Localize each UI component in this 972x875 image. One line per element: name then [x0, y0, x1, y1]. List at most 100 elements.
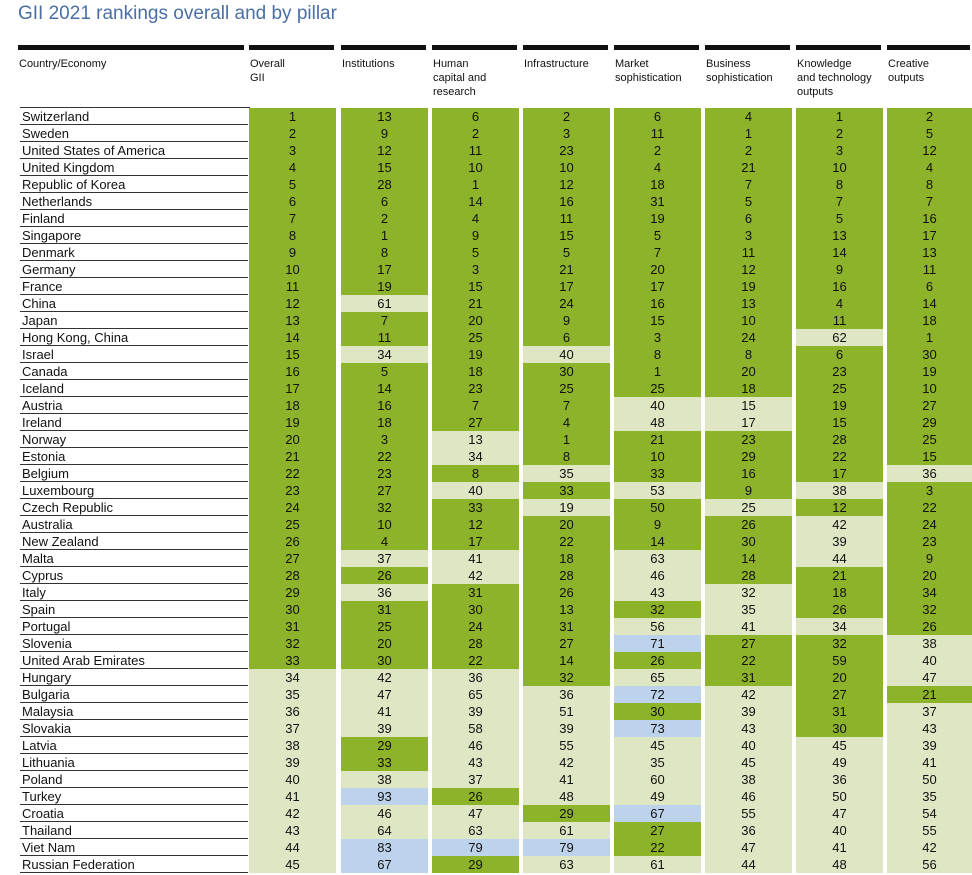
rank-cell: 18 [705, 380, 792, 397]
rank-cell: 79 [523, 839, 610, 856]
rank-cell: 36 [432, 669, 519, 686]
row-country-name: Latvia [20, 737, 248, 754]
rank-cell: 7 [614, 244, 701, 261]
row-country-name: Croatia [20, 805, 248, 822]
rank-cell: 37 [432, 771, 519, 788]
row-country-name: Italy [20, 584, 248, 601]
rank-cell: 9 [796, 261, 883, 278]
rank-cell: 9 [249, 244, 336, 261]
row-country-name: Russian Federation [20, 856, 248, 873]
rank-cell: 67 [341, 856, 428, 873]
row-country-name: Turkey [20, 788, 248, 805]
rank-cell: 36 [341, 584, 428, 601]
rank-cell: 36 [249, 703, 336, 720]
rank-cell: 3 [523, 125, 610, 142]
rank-cell: 12 [523, 176, 610, 193]
rank-cell: 1 [614, 363, 701, 380]
column-header: Infrastructure [524, 58, 589, 70]
rank-cell: 12 [249, 295, 336, 312]
rank-cell: 65 [614, 669, 701, 686]
rank-cell: 41 [432, 550, 519, 567]
rank-cell: 25 [887, 431, 972, 448]
rank-cell: 47 [705, 839, 792, 856]
rank-cell: 1 [887, 329, 972, 346]
rank-cell: 19 [614, 210, 701, 227]
rank-cell: 43 [432, 754, 519, 771]
rank-cell: 35 [523, 465, 610, 482]
rank-cell: 28 [523, 567, 610, 584]
rank-cell: 10 [341, 516, 428, 533]
header-rule [523, 45, 608, 50]
rank-cell: 32 [523, 669, 610, 686]
rank-cell: 4 [887, 159, 972, 176]
rank-cell: 13 [796, 227, 883, 244]
rank-cell: 4 [249, 159, 336, 176]
rank-cell: 13 [887, 244, 972, 261]
row-country-name: Luxembourg [20, 482, 248, 499]
rank-cell: 2 [796, 125, 883, 142]
rank-cell: 13 [249, 312, 336, 329]
rank-cell: 3 [705, 227, 792, 244]
rank-cell: 24 [705, 329, 792, 346]
rank-cell: 32 [614, 601, 701, 618]
rank-cell: 14 [432, 193, 519, 210]
row-country-name: Spain [20, 601, 248, 618]
rank-cell: 19 [705, 278, 792, 295]
row-country-name: France [20, 278, 248, 295]
rank-cell: 5 [432, 244, 519, 261]
rank-cell: 4 [614, 159, 701, 176]
rank-cell: 39 [887, 737, 972, 754]
rank-cell: 50 [614, 499, 701, 516]
rank-cell: 55 [523, 737, 610, 754]
rank-cell: 10 [432, 159, 519, 176]
row-country-name: Austria [20, 397, 248, 414]
rank-cell: 6 [705, 210, 792, 227]
rank-cell: 83 [341, 839, 428, 856]
rank-cell: 29 [523, 805, 610, 822]
rank-cell: 42 [796, 516, 883, 533]
rank-cell: 29 [705, 448, 792, 465]
row-country-name: Slovenia [20, 635, 248, 652]
rank-cell: 23 [705, 431, 792, 448]
rank-cell: 35 [705, 601, 792, 618]
rank-cell: 8 [432, 465, 519, 482]
rank-cell: 1 [705, 125, 792, 142]
rank-cell: 45 [705, 754, 792, 771]
rank-cell: 2 [614, 142, 701, 159]
row-country-name: United Arab Emirates [20, 652, 248, 669]
rank-cell: 27 [341, 482, 428, 499]
rank-cell: 42 [432, 567, 519, 584]
rank-cell: 16 [705, 465, 792, 482]
rank-cell: 22 [887, 499, 972, 516]
rank-cell: 27 [432, 414, 519, 431]
rank-cell: 26 [341, 567, 428, 584]
rank-cell: 59 [796, 652, 883, 669]
rank-cell: 43 [705, 720, 792, 737]
rank-cell: 8 [249, 227, 336, 244]
rank-cell: 22 [249, 465, 336, 482]
rank-cell: 17 [523, 278, 610, 295]
rank-cell: 16 [614, 295, 701, 312]
rank-cell: 31 [523, 618, 610, 635]
row-country-name: Singapore [20, 227, 248, 244]
rank-cell: 40 [249, 771, 336, 788]
rank-cell: 41 [523, 771, 610, 788]
rank-cell: 40 [523, 346, 610, 363]
rank-cell: 17 [432, 533, 519, 550]
rank-cell: 4 [341, 533, 428, 550]
rank-cell: 42 [887, 839, 972, 856]
rank-cell: 1 [796, 108, 883, 125]
rank-cell: 55 [705, 805, 792, 822]
row-country-name: Japan [20, 312, 248, 329]
rank-cell: 7 [432, 397, 519, 414]
rank-cell: 13 [523, 601, 610, 618]
rank-cell: 34 [796, 618, 883, 635]
rank-cell: 49 [796, 754, 883, 771]
rank-cell: 44 [705, 856, 792, 873]
rank-cell: 31 [341, 601, 428, 618]
row-country-name: Canada [20, 363, 248, 380]
rank-cell: 1 [432, 176, 519, 193]
rank-cell: 11 [523, 210, 610, 227]
rank-cell: 63 [432, 822, 519, 839]
rank-cell: 32 [796, 635, 883, 652]
